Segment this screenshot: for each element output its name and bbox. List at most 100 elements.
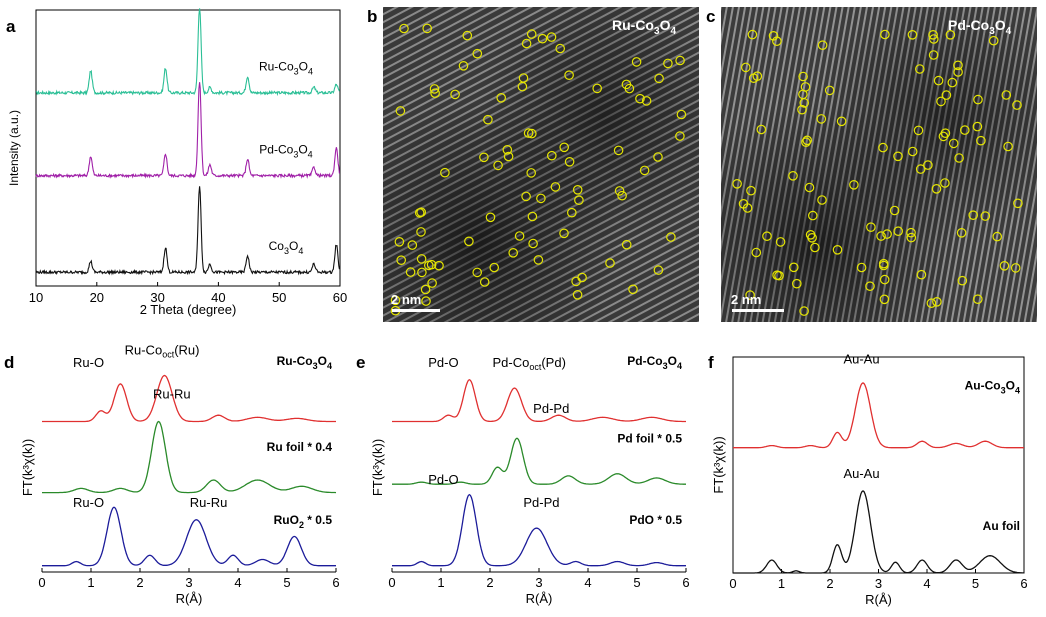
atom-marker-pd: [788, 262, 799, 273]
atom-marker-ru: [479, 277, 490, 287]
atom-marker-ru: [641, 96, 652, 106]
atom-marker-ru: [675, 55, 685, 66]
atom-marker-ru: [394, 237, 405, 247]
atom-marker-ru: [546, 150, 557, 161]
atom-marker-ru: [483, 114, 493, 125]
exafs-au-y-axis-label: FT(k³χ(k)): [711, 436, 726, 493]
exafs-ru-x-tick-label: 2: [136, 575, 143, 590]
atom-marker-pd: [807, 233, 817, 243]
panel-label-a: a: [6, 17, 16, 36]
atom-marker-pd: [957, 275, 968, 286]
exafs-au-x-tick-label: 3: [875, 576, 882, 591]
atom-marker-ru: [676, 109, 687, 120]
exafs-pd-x-tick-label: 3: [535, 575, 542, 590]
tem-pd-scale-text: 2 nm: [731, 292, 761, 307]
atom-marker-ru: [462, 30, 473, 41]
atom-marker-pd: [788, 171, 798, 181]
atom-marker-pd: [954, 153, 964, 163]
atom-marker-ru: [572, 289, 583, 300]
atom-marker-ru: [514, 231, 525, 241]
exafs-pd-x-tick-label: 2: [486, 575, 493, 590]
exafs-ru-series-name: RuO2 * 0.5: [274, 513, 333, 530]
atom-marker-pd: [876, 231, 886, 241]
exafs-ru-x-tick-label: 5: [283, 575, 290, 590]
atom-marker-ru: [617, 190, 627, 201]
atom-marker-ru: [533, 255, 544, 265]
atom-marker-pd: [772, 36, 782, 46]
atom-marker-ru: [395, 106, 406, 116]
atom-marker-pd: [832, 245, 843, 255]
atom-marker-pd: [775, 237, 786, 247]
atom-marker-pd: [940, 128, 951, 138]
atom-marker-ru: [479, 152, 489, 163]
atom-marker-pd: [980, 211, 991, 221]
xrd-frame: [35, 9, 341, 287]
atom-marker-ru: [399, 23, 409, 34]
atom-marker-pd: [836, 116, 847, 127]
atom-marker-pd: [751, 247, 762, 258]
tem-pd-title: Pd-Co3O4: [948, 17, 1012, 37]
atom-marker-pd: [933, 75, 944, 86]
exafs-pd-series-line: [392, 378, 686, 423]
atom-marker-pd: [865, 281, 875, 291]
atom-marker-pd: [879, 294, 890, 305]
atom-marker-ru: [663, 58, 673, 69]
xrd-series-line: [35, 186, 340, 276]
atom-marker-pd: [889, 205, 900, 216]
atom-marker-ru: [528, 238, 538, 249]
atom-marker-pd: [956, 228, 967, 238]
exafs-pd-x-axis-label: R(Å): [526, 591, 553, 606]
atom-marker-pd: [972, 121, 983, 132]
atom-marker-pd: [916, 269, 927, 280]
exafs-au-x-tick-label: 1: [778, 576, 785, 591]
atom-marker-ru: [621, 239, 632, 250]
atom-marker-ru: [546, 32, 557, 42]
atom-marker-ru: [577, 272, 587, 283]
atom-marker-pd: [947, 77, 958, 88]
atom-marker-pd: [801, 137, 811, 147]
atom-marker-ru: [407, 240, 418, 250]
atom-marker-ru: [564, 70, 574, 80]
atom-marker-pd: [1010, 263, 1021, 273]
tem-ru-title: Ru-Co3O4: [612, 17, 676, 37]
exafs-ru-x-axis-label: R(Å): [176, 591, 203, 606]
xrd-series-line: [35, 82, 340, 179]
atom-marker-pd: [907, 29, 918, 40]
atom-marker-ru: [422, 23, 432, 34]
exafs-pd-series-line: [392, 437, 686, 485]
atom-marker-ru: [485, 212, 496, 223]
atom-marker-pd: [878, 142, 888, 153]
atom-marker-pd: [745, 290, 755, 300]
atom-marker-pd: [799, 306, 809, 316]
exafs-au-series-line: [733, 490, 1024, 574]
atom-marker-ru: [566, 207, 577, 218]
atom-marker-ru: [503, 151, 514, 162]
atom-marker-pd: [756, 124, 767, 135]
xrd-x-tick-label: 30: [150, 290, 164, 305]
atom-marker-pd: [791, 278, 802, 289]
atom-marker-pd: [940, 178, 950, 188]
atom-marker-pd: [807, 210, 818, 221]
xrd-x-tick-label: 20: [90, 290, 104, 305]
exafs-ru-x-tick-label: 0: [38, 575, 45, 590]
atom-marker-pd: [732, 179, 742, 189]
atom-marker-ru: [639, 165, 650, 176]
exafs-au-peak-annotation: Au-Au: [843, 466, 879, 481]
atom-marker-ru: [508, 248, 518, 258]
atom-marker-ru: [526, 128, 537, 139]
atom-marker-pd: [988, 35, 999, 46]
tem-ru-scale-text: 2 nm: [391, 292, 421, 307]
exafs-ru-peak-annotation: Ru-Cooct(Ru): [125, 343, 200, 360]
exafs-au-x-tick-label: 5: [972, 576, 979, 591]
atom-marker-ru: [472, 267, 482, 278]
atom-marker-pd: [992, 231, 1002, 242]
atom-marker-ru: [631, 57, 642, 67]
atom-marker-ru: [493, 160, 503, 171]
exafs-pd-x-tick-label: 1: [437, 575, 444, 590]
atom-marker-pd: [953, 60, 963, 71]
panel-label-d: d: [4, 353, 14, 372]
atom-marker-ru: [635, 93, 645, 104]
exafs-ru-x-tick-label: 6: [332, 575, 339, 590]
exafs-pd-x-tick-label: 0: [388, 575, 395, 590]
atom-marker-pd: [915, 164, 926, 174]
